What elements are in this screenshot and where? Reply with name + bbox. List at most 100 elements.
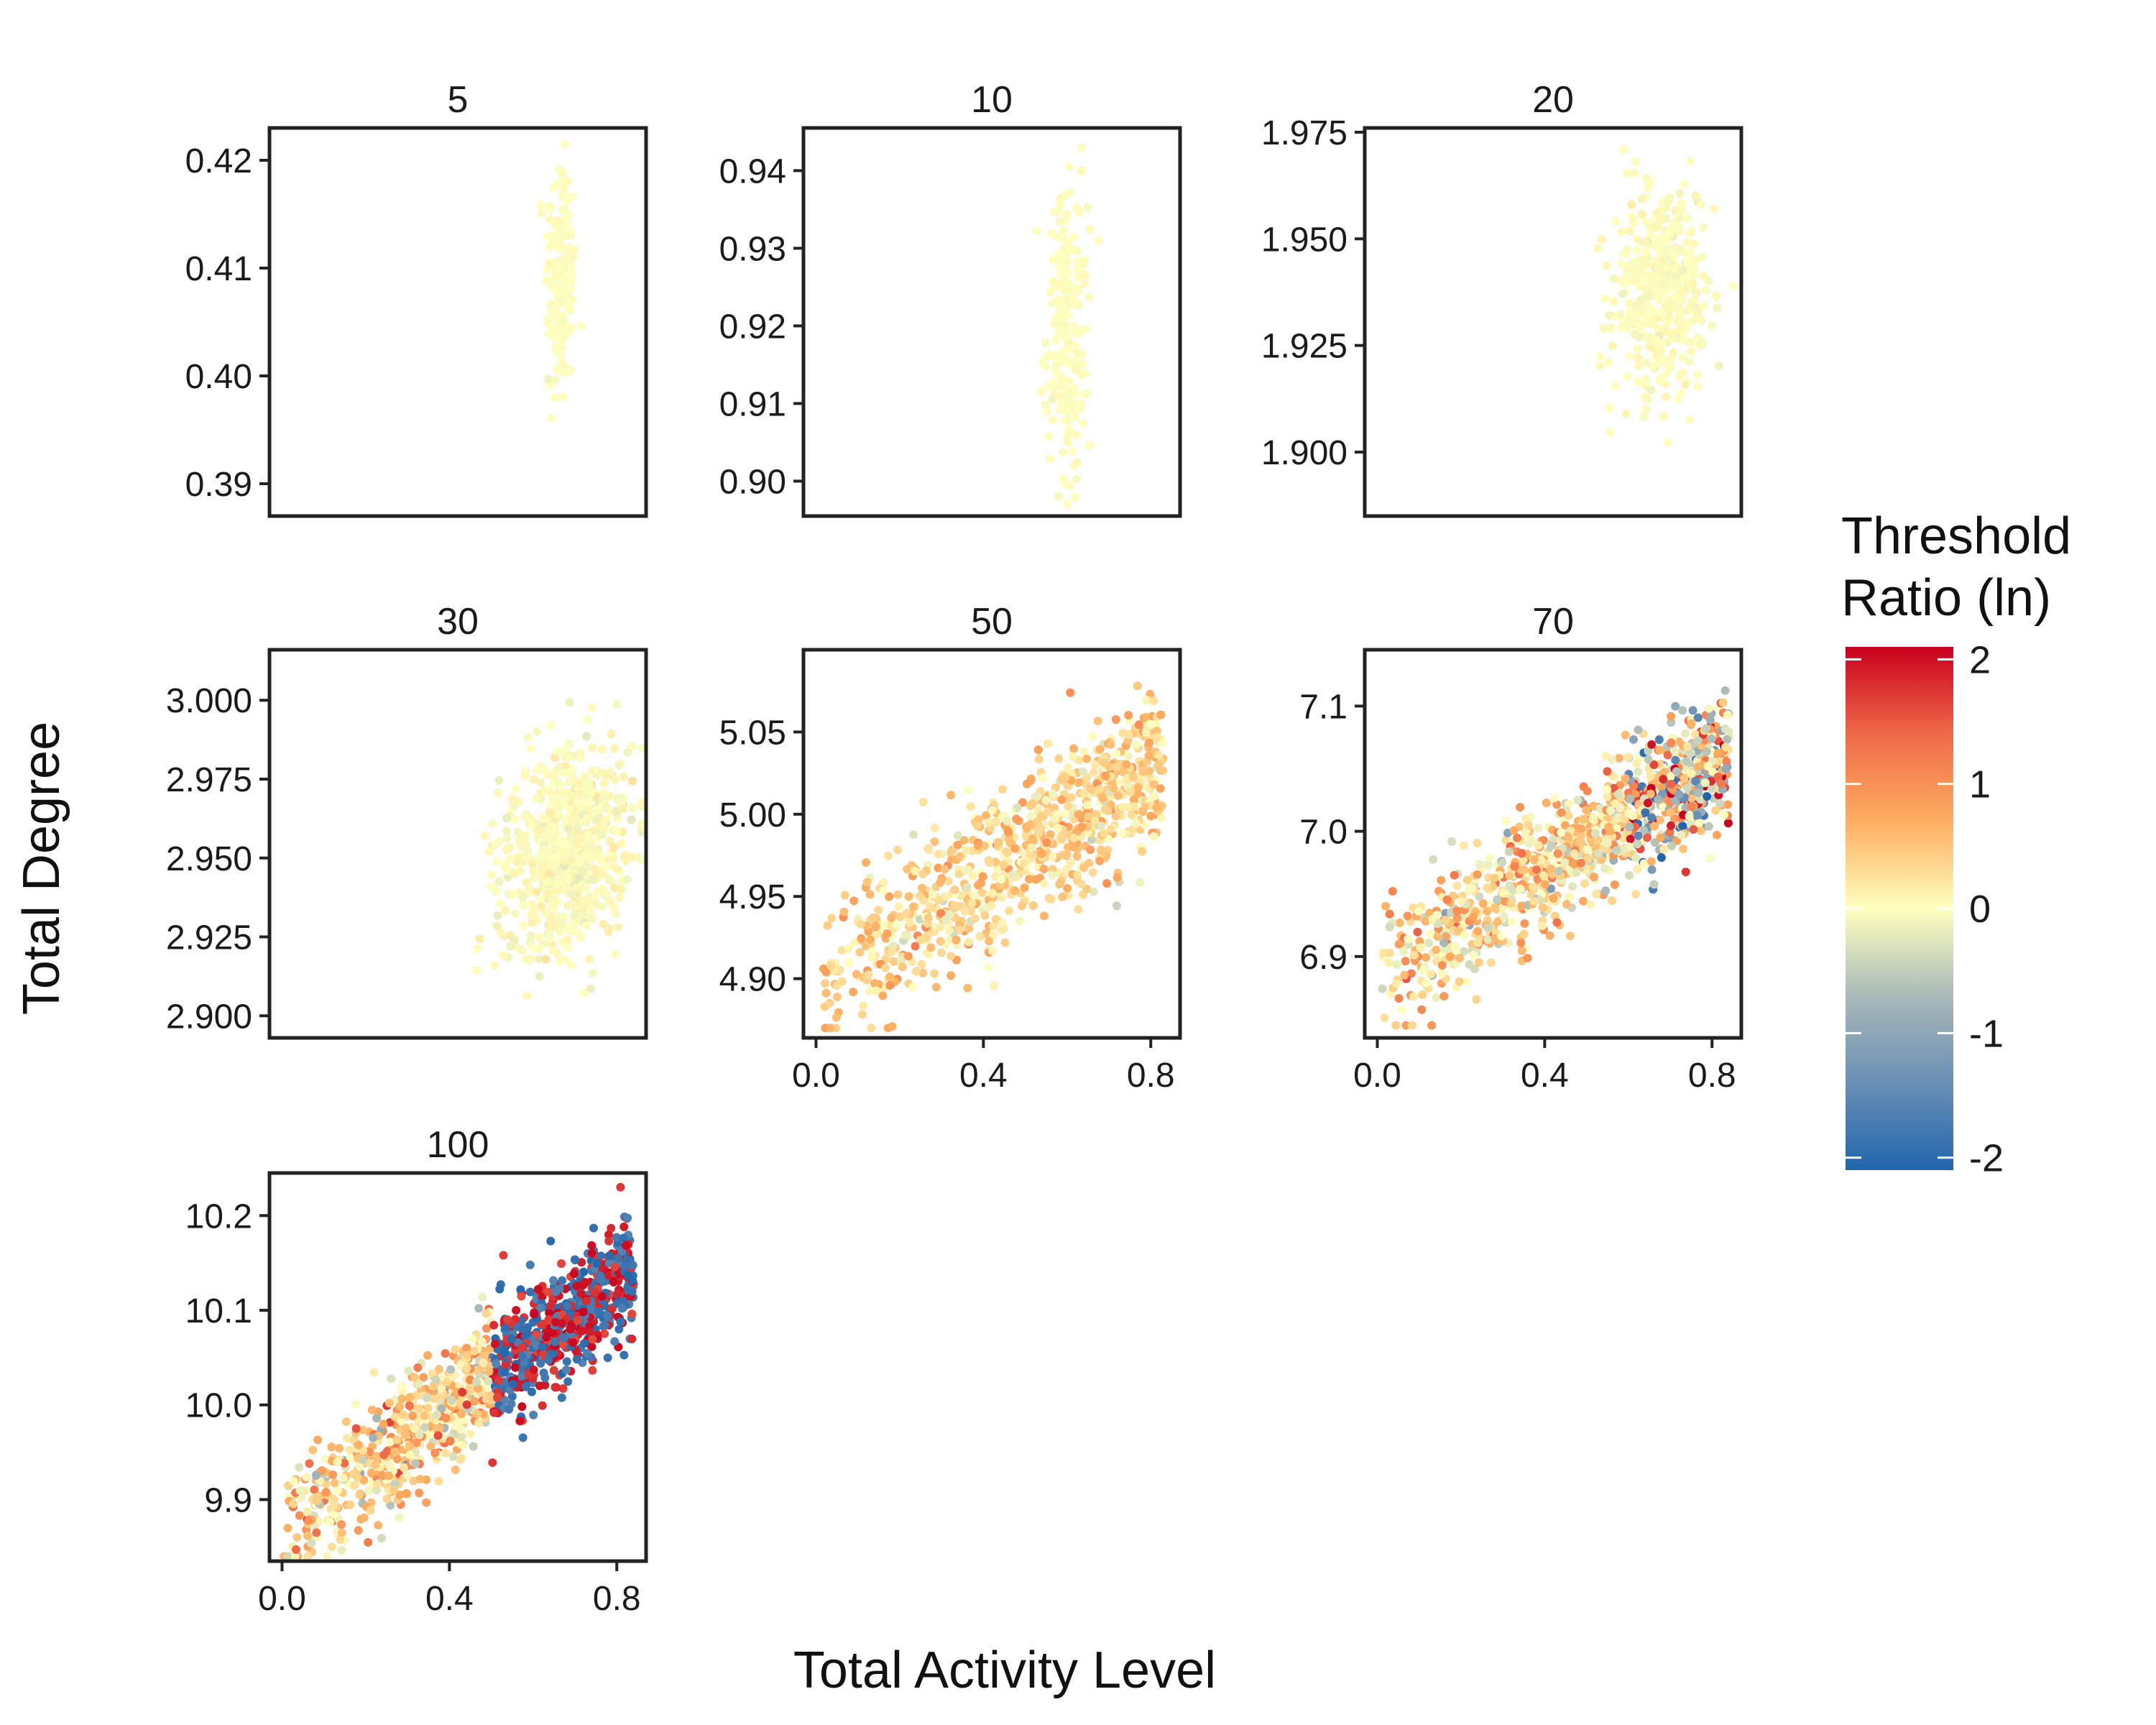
scatter-point bbox=[1659, 775, 1668, 784]
scatter-point bbox=[1044, 893, 1054, 903]
scatter-point bbox=[1678, 706, 1687, 715]
scatter-point bbox=[1074, 778, 1083, 787]
scatter-point bbox=[618, 804, 627, 813]
scatter-point bbox=[1507, 917, 1516, 926]
scatter-point bbox=[1048, 852, 1057, 862]
scatter-point bbox=[587, 1248, 596, 1258]
scatter-point bbox=[525, 1260, 535, 1269]
scatter-point bbox=[1703, 792, 1712, 801]
scatter-point bbox=[1649, 880, 1659, 889]
scatter-point bbox=[956, 852, 965, 861]
scatter-point bbox=[627, 852, 637, 862]
scatter-point bbox=[431, 1375, 441, 1384]
scatter-point bbox=[609, 902, 618, 911]
scatter-point bbox=[1529, 855, 1539, 864]
scatter-point bbox=[908, 830, 918, 840]
scatter-point bbox=[1437, 875, 1446, 885]
scatter-point bbox=[1682, 783, 1692, 793]
scatter-point bbox=[1478, 898, 1488, 908]
scatter-point bbox=[1041, 400, 1050, 410]
scatter-point bbox=[1028, 799, 1037, 808]
scatter-point bbox=[1611, 217, 1621, 226]
scatter-point bbox=[1531, 865, 1541, 875]
scatter-point bbox=[503, 1315, 512, 1324]
scatter-point bbox=[1048, 789, 1057, 799]
scatter-point bbox=[1059, 383, 1069, 392]
scatter-point bbox=[1688, 706, 1697, 715]
scatter-point bbox=[1631, 889, 1641, 898]
scatter-point bbox=[499, 1367, 509, 1376]
scatter-point bbox=[1632, 759, 1641, 768]
scatter-point bbox=[557, 1393, 566, 1402]
scatter-point bbox=[1629, 735, 1639, 744]
scatter-point bbox=[607, 729, 616, 738]
scatter-point bbox=[1644, 334, 1653, 343]
scatter-point bbox=[539, 939, 548, 948]
scatter-point bbox=[532, 794, 541, 803]
scatter-point bbox=[562, 218, 571, 228]
scatter-point bbox=[1654, 735, 1664, 745]
scatter-point bbox=[1630, 330, 1639, 339]
scatter-point bbox=[333, 1457, 342, 1466]
scatter-point bbox=[1149, 780, 1158, 789]
scatter-point bbox=[518, 1433, 528, 1443]
scatter-point bbox=[1626, 834, 1635, 844]
scatter-point bbox=[1516, 938, 1526, 947]
scatter-point bbox=[364, 1537, 373, 1547]
scatter-point bbox=[570, 909, 579, 919]
scatter-point bbox=[897, 956, 906, 965]
scatter-point bbox=[627, 1309, 637, 1318]
scatter-point bbox=[855, 947, 865, 957]
scatter-point bbox=[502, 834, 512, 843]
scatter-point bbox=[1483, 906, 1492, 916]
scatter-point bbox=[426, 1442, 436, 1451]
scatter-point bbox=[601, 804, 610, 813]
scatter-point bbox=[1678, 368, 1687, 377]
scatter-point bbox=[889, 957, 898, 966]
scatter-point bbox=[1432, 993, 1441, 1002]
scatter-point bbox=[619, 1233, 628, 1243]
scatter-point bbox=[883, 851, 893, 860]
scatter-point bbox=[1070, 413, 1079, 422]
scatter-point bbox=[488, 819, 497, 829]
y-tick-label: 4.90 bbox=[719, 961, 786, 999]
scatter-point bbox=[954, 869, 964, 878]
scatter-point bbox=[1624, 321, 1634, 330]
scatter-point bbox=[911, 967, 921, 976]
scatter-point bbox=[321, 1488, 331, 1497]
scatter-point bbox=[403, 1471, 413, 1480]
scatter-point bbox=[587, 1342, 596, 1351]
scatter-point bbox=[596, 1275, 605, 1284]
scatter-point bbox=[591, 891, 600, 900]
scatter-point bbox=[535, 826, 544, 835]
scatter-point bbox=[473, 944, 482, 953]
scatter-point bbox=[821, 988, 831, 998]
scatter-point bbox=[918, 869, 927, 878]
scatter-point bbox=[502, 827, 511, 836]
scatter-point bbox=[941, 915, 950, 924]
scatter-point bbox=[553, 365, 562, 374]
scatter-point bbox=[598, 869, 607, 878]
scatter-point bbox=[405, 1441, 414, 1450]
scatter-point bbox=[523, 733, 533, 742]
scatter-point bbox=[1666, 362, 1675, 372]
scatter-point bbox=[1145, 738, 1154, 748]
scatter-point bbox=[936, 908, 946, 918]
scatter-point bbox=[612, 864, 622, 873]
scatter-point bbox=[1636, 282, 1645, 291]
scatter-point bbox=[1422, 953, 1431, 962]
scatter-point bbox=[412, 1438, 421, 1448]
scatter-point bbox=[1675, 189, 1685, 198]
scatter-point bbox=[1709, 204, 1718, 213]
scatter-point bbox=[633, 852, 642, 862]
scatter-point bbox=[1538, 903, 1547, 912]
scatter-point bbox=[1071, 365, 1080, 374]
scatter-point bbox=[1505, 871, 1514, 880]
scatter-point bbox=[351, 1400, 361, 1409]
scatter-point bbox=[1689, 270, 1698, 279]
scatter-point bbox=[586, 854, 596, 863]
scatter-point bbox=[1728, 281, 1738, 290]
scatter-point bbox=[1663, 750, 1672, 760]
scatter-point bbox=[1073, 257, 1082, 267]
scatter-point bbox=[1080, 279, 1089, 288]
